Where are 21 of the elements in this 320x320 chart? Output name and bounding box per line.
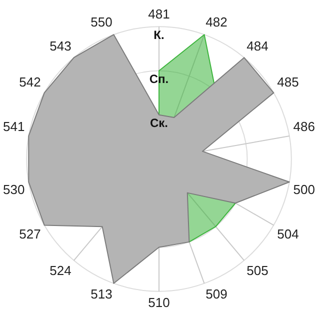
spoke-label: 505 [246, 262, 268, 278]
spoke-label: 543 [50, 38, 72, 54]
spoke-label: 481 [148, 6, 170, 22]
y-tick-label: К. [154, 28, 164, 42]
spoke-label: 486 [293, 119, 316, 134]
spoke-label: 504 [277, 226, 299, 242]
spoke-label: 482 [206, 14, 228, 30]
spoke-label: 509 [206, 286, 228, 302]
spoke-label: 485 [277, 74, 299, 90]
y-tick-label: Сп. [149, 72, 169, 86]
spoke-label: 541 [2, 119, 25, 134]
y-tick-label: Ск. [150, 116, 168, 130]
spoke-label: 542 [19, 74, 41, 90]
spoke-label: 550 [90, 14, 112, 30]
spoke-label: 530 [2, 182, 25, 198]
spoke-label: 527 [19, 226, 41, 242]
spoke-label: 510 [148, 294, 170, 310]
spoke-label: 500 [293, 182, 316, 198]
spoke-label: 513 [90, 286, 112, 302]
spoke-label: 484 [246, 38, 268, 54]
spoke-label: 524 [50, 262, 72, 278]
